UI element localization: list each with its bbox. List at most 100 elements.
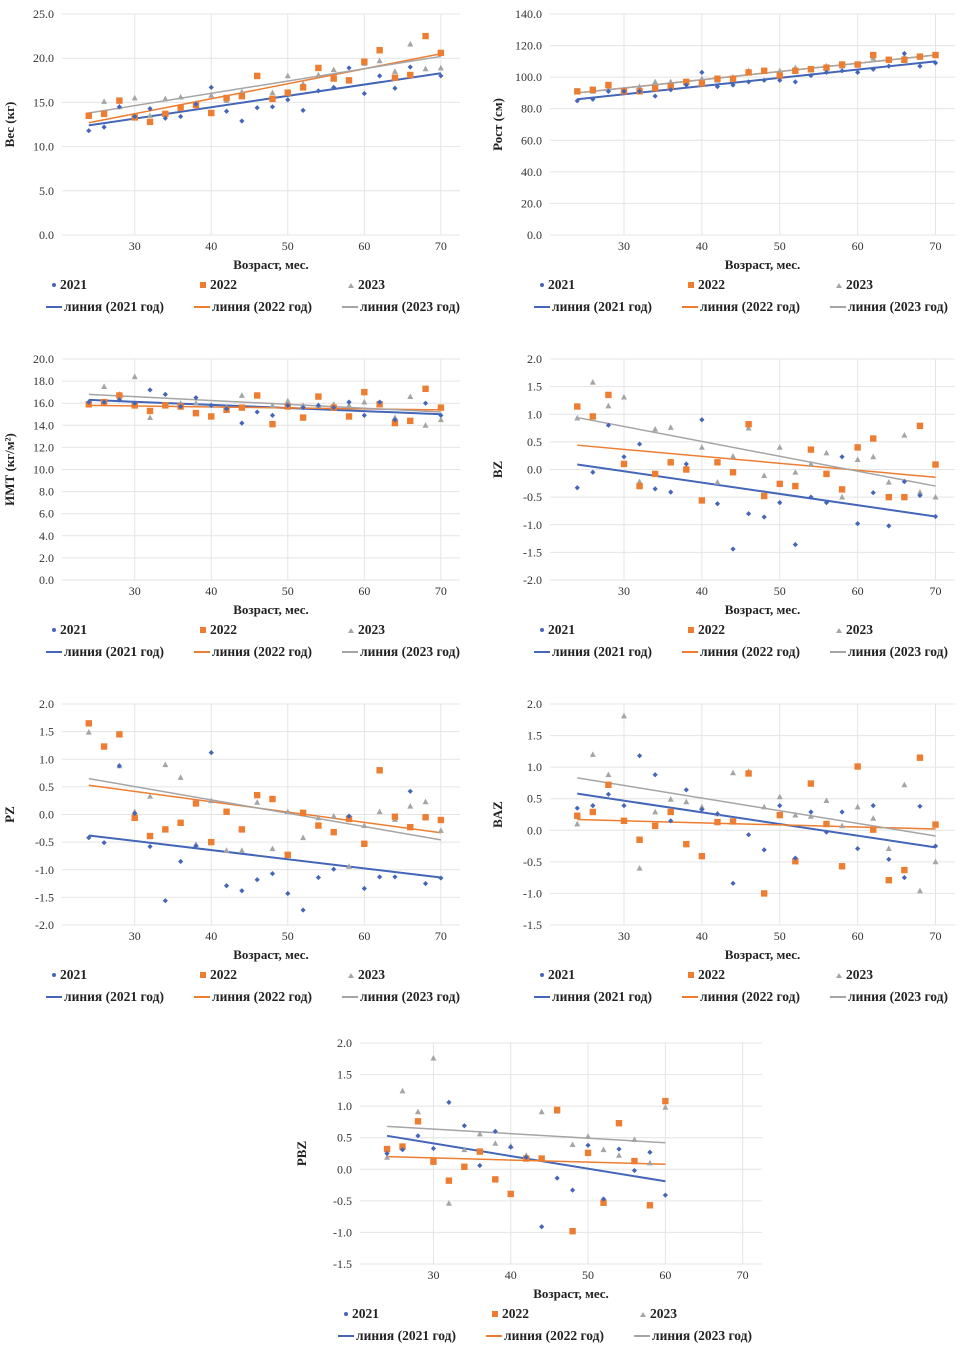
y-tick-label: 2.0	[39, 551, 54, 565]
point-2022	[162, 110, 169, 118]
point-2021	[621, 454, 627, 460]
point-2023	[839, 822, 846, 829]
point-2023	[101, 98, 108, 104]
y-tick-label: 20.0	[521, 196, 542, 210]
point-2022	[714, 75, 721, 82]
y-axis-title: ИМТ (кг/м²)	[2, 433, 17, 506]
point-2023	[445, 1200, 452, 1206]
legend-trend-item-2023: линия (2023 год)	[830, 299, 948, 315]
trendline-2023	[88, 393, 441, 413]
point-2021	[508, 1144, 514, 1150]
y-tick-label: 1.0	[39, 752, 54, 766]
point-2022	[253, 392, 261, 399]
point-2023	[667, 796, 674, 802]
legend-line-swatch	[342, 306, 358, 308]
point-2021	[430, 1145, 437, 1152]
legend: 2021 2022 2023 линия (2021 год) линия (2022 …	[0, 277, 480, 327]
trendline-2022	[577, 444, 936, 478]
point-2023	[422, 422, 429, 428]
legend-trend-item-2023: линия (2023 год)	[634, 1328, 752, 1344]
x-tick-label: 30	[129, 239, 141, 253]
y-tick-label: -1.0	[523, 518, 542, 532]
point-2021	[254, 409, 260, 415]
point-2022	[461, 1163, 468, 1170]
y-tick-label: 20.0	[33, 352, 54, 366]
point-2021	[438, 73, 444, 79]
point-2023	[269, 845, 276, 852]
point-2022	[574, 403, 581, 410]
point-2023	[361, 398, 368, 405]
y-tick-label: -0.5	[523, 490, 542, 504]
point-2023	[662, 1104, 669, 1110]
legend-item-2023: 2023	[836, 622, 873, 638]
point-2022	[476, 1148, 484, 1155]
legend-line-swatch	[682, 306, 698, 308]
point-2023	[131, 94, 138, 101]
y-tick-label: 0.0	[39, 228, 54, 242]
point-2022	[391, 813, 399, 820]
point-2021	[300, 405, 306, 411]
point-2023	[792, 469, 799, 475]
x-tick-label: 70	[435, 239, 447, 253]
point-2023	[414, 1108, 421, 1115]
point-2022	[361, 388, 368, 396]
legend-marker-2022	[200, 972, 206, 978]
point-2021	[101, 124, 107, 130]
point-2022	[407, 824, 414, 831]
legend-line-swatch	[194, 996, 210, 998]
point-2021	[415, 1133, 421, 1139]
point-2022	[100, 110, 108, 118]
point-2022	[507, 1190, 514, 1198]
x-tick-label: 60	[358, 239, 370, 253]
legend-label: линия (2021 год)	[64, 989, 164, 1004]
point-2022	[315, 393, 322, 400]
point-2023	[384, 1154, 391, 1160]
point-2023	[162, 761, 169, 768]
point-2023	[437, 64, 444, 71]
point-2022	[683, 466, 690, 473]
point-2022	[330, 828, 337, 836]
legend-line-swatch	[534, 996, 550, 998]
point-2021	[178, 858, 184, 865]
x-axis-title: Возраст, мес.	[725, 257, 801, 272]
legend-label: линия (2022 год)	[212, 299, 312, 314]
legend-item-2023: 2023	[348, 277, 385, 293]
point-2022	[838, 486, 846, 493]
point-2023	[631, 1136, 638, 1143]
point-2021	[668, 489, 674, 495]
point-2021	[208, 84, 214, 90]
y-tick-label: 1.5	[337, 1068, 352, 1082]
point-2022	[315, 822, 322, 829]
point-2023	[238, 392, 245, 398]
legend: 2021 2022 2023 линия (2021 год) линия (2022 …	[292, 1306, 772, 1356]
point-2022	[208, 109, 215, 117]
y-tick-label: -1.5	[523, 918, 542, 932]
legend-label: 2022	[210, 967, 237, 982]
legend-trend-item-2021: линия (2021 год)	[338, 1328, 456, 1344]
legend-label: линия (2023 год)	[848, 299, 948, 314]
point-2021	[901, 479, 907, 485]
legend-item-2022: 2022	[200, 277, 237, 293]
point-2022	[714, 459, 721, 466]
legend-label: линия (2022 год)	[700, 644, 800, 659]
point-2021	[855, 521, 861, 527]
legend-line-swatch	[46, 996, 62, 998]
point-2023	[346, 402, 353, 408]
point-2023	[376, 808, 383, 815]
point-2023	[192, 400, 199, 406]
point-2021	[585, 1142, 591, 1148]
point-2022	[269, 420, 276, 428]
legend-item-2021: 2021	[344, 1306, 379, 1322]
point-2021	[331, 84, 337, 90]
point-2022	[932, 51, 939, 59]
point-2021	[461, 1123, 467, 1129]
legend-label: линия (2022 год)	[504, 1328, 604, 1343]
legend-marker-2022	[688, 972, 694, 978]
point-2021	[761, 514, 767, 520]
legend-line-swatch	[338, 1335, 354, 1337]
point-2021	[636, 88, 643, 94]
point-2021	[315, 402, 322, 409]
point-2023	[854, 456, 861, 462]
y-tick-label: 0.5	[527, 435, 542, 449]
x-tick-label: 60	[358, 929, 370, 943]
